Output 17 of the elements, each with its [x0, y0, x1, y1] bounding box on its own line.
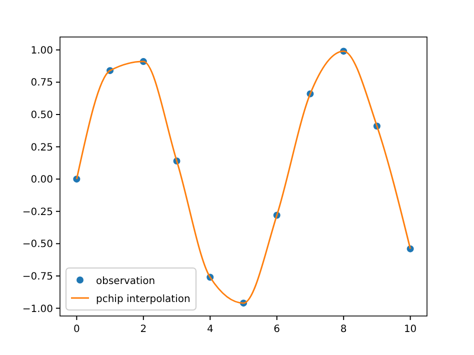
y-tick-label: 0.25 [30, 142, 53, 154]
y-tick-label: −0.25 [22, 206, 53, 218]
x-tick-label: 8 [340, 324, 347, 335]
x-tick-label: 6 [274, 324, 280, 335]
x-tick-label: 0 [73, 324, 80, 335]
y-tick-label: 0.00 [30, 174, 53, 186]
x-tick-label: 10 [404, 324, 417, 335]
y-tick-label: 1.00 [30, 45, 53, 56]
y-tick-label: 0.75 [30, 78, 53, 89]
y-tick-label: −0.75 [22, 271, 53, 282]
y-tick-label: −1.00 [22, 304, 53, 315]
x-tick-label: 2 [140, 324, 147, 335]
legend-label: pchip interpolation [96, 294, 190, 305]
legend-label: observation [96, 276, 156, 287]
y-tick-label: 0.50 [30, 110, 53, 121]
y-tick-label: −0.50 [22, 239, 53, 250]
x-tick-label: 4 [206, 324, 214, 335]
